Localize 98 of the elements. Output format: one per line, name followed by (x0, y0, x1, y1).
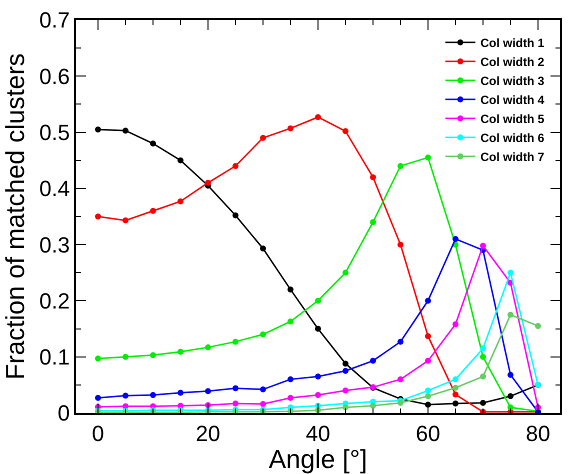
point (232, 338, 238, 345)
x-tick-label: 80 (526, 421, 550, 446)
x-tick-label: 60 (416, 421, 440, 446)
y-tick-label: 0.1 (39, 344, 70, 370)
x-axis-title: Angle [°] (268, 444, 368, 474)
point (260, 401, 266, 408)
point (508, 404, 514, 410)
y-axis-title: Fraction of matched clusters (0, 53, 30, 380)
point (260, 246, 266, 252)
y-tick-label: 0.4 (39, 176, 70, 202)
point (288, 125, 294, 132)
point (452, 321, 458, 328)
point (452, 400, 458, 406)
point (315, 114, 321, 120)
point (398, 242, 404, 248)
point (370, 174, 376, 180)
point (122, 392, 128, 399)
y-tick-label: 0.3 (39, 232, 70, 258)
point (452, 391, 458, 398)
point (150, 140, 156, 147)
point (205, 344, 211, 350)
y-tick-label: 0.5 (39, 120, 70, 145)
point (508, 312, 514, 318)
point (508, 393, 514, 400)
point (232, 212, 238, 218)
point (480, 354, 486, 360)
x-tick-label: 0 (92, 421, 104, 446)
point (315, 392, 321, 398)
y-tick-label: 0.6 (39, 64, 70, 89)
point (425, 388, 431, 394)
legend-label: Col width 3 (480, 74, 545, 88)
point (480, 374, 486, 380)
point (150, 352, 156, 358)
y-tick-label: 0.7 (39, 8, 70, 33)
point (122, 128, 128, 134)
point (425, 358, 431, 364)
point (178, 198, 184, 204)
point (315, 298, 321, 304)
point (342, 360, 348, 367)
point (370, 219, 376, 226)
legend-label: Col width 6 (480, 131, 545, 146)
point (232, 162, 238, 169)
point (95, 356, 101, 362)
point (398, 376, 404, 382)
point (370, 358, 376, 364)
point (288, 318, 294, 324)
point (260, 134, 266, 141)
legend-label: Col width 1 (480, 36, 545, 50)
point (342, 128, 348, 134)
legend-label: Col width 7 (480, 150, 545, 164)
point (370, 402, 376, 409)
legend-label: Col width 5 (480, 112, 545, 126)
point (480, 345, 486, 352)
point (95, 394, 101, 401)
point (150, 208, 156, 214)
point (425, 393, 431, 400)
point (260, 386, 266, 392)
point (342, 270, 348, 276)
point (480, 400, 486, 406)
point (150, 392, 156, 398)
point (425, 298, 431, 304)
point (315, 374, 321, 380)
point (342, 404, 348, 410)
legend-label: Col width 4 (480, 93, 545, 108)
point (95, 126, 101, 132)
point (205, 388, 211, 394)
point (260, 331, 266, 338)
point (178, 390, 184, 396)
point (398, 338, 404, 345)
point (232, 400, 238, 406)
point (398, 162, 404, 169)
x-tick-label: 20 (196, 421, 220, 446)
point (452, 236, 458, 242)
point (425, 333, 431, 340)
point (452, 384, 458, 391)
point (288, 376, 294, 382)
point (508, 372, 514, 378)
point (288, 286, 294, 292)
point (178, 348, 184, 355)
point (508, 270, 514, 276)
point (480, 242, 486, 249)
y-tick-label: 0 (58, 400, 70, 426)
point (288, 394, 294, 401)
point (95, 214, 101, 220)
point (342, 368, 348, 374)
point (122, 354, 128, 360)
point (122, 217, 128, 224)
legend-label: Col width 2 (480, 55, 545, 70)
x-tick-label: 40 (306, 421, 330, 446)
point (315, 326, 321, 332)
point (232, 385, 238, 392)
point (205, 180, 211, 186)
point (452, 376, 458, 382)
point (535, 322, 541, 329)
y-tick-label: 0.2 (39, 288, 70, 314)
point (178, 157, 184, 164)
point (425, 154, 431, 161)
point (342, 388, 348, 394)
